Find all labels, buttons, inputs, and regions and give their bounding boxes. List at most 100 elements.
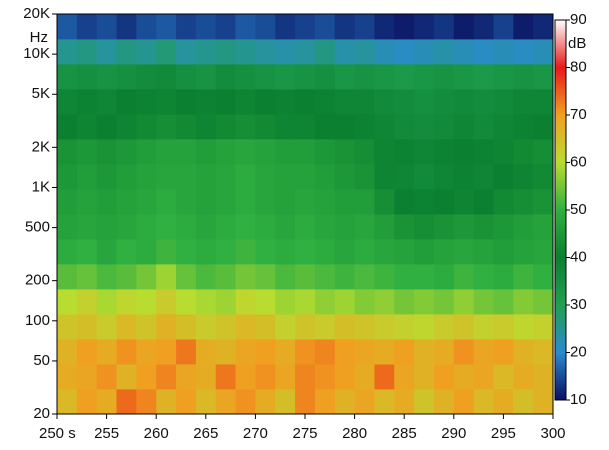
- cell: [354, 264, 375, 290]
- cell: [453, 63, 475, 90]
- x-tick-label: 265: [193, 425, 218, 442]
- cell: [176, 188, 197, 215]
- cell: [76, 138, 98, 165]
- cell: [493, 313, 514, 340]
- cell: [176, 213, 197, 240]
- cell: [275, 364, 296, 390]
- cell: [513, 63, 534, 90]
- cell: [116, 163, 137, 190]
- cell: [295, 38, 316, 65]
- x-tick-label: 290: [441, 425, 466, 442]
- cell: [295, 239, 316, 265]
- cell: [275, 239, 296, 265]
- x-tick-label: 255: [94, 425, 119, 442]
- cell: [433, 339, 455, 365]
- cell: [76, 14, 98, 40]
- cell: [176, 14, 197, 40]
- cell: [57, 38, 78, 65]
- cell: [473, 63, 494, 90]
- cell: [473, 213, 494, 240]
- cell: [314, 288, 336, 315]
- cell: [473, 38, 494, 65]
- cell: [414, 14, 435, 40]
- cell: [195, 313, 217, 340]
- cell: [76, 38, 98, 65]
- cell: [374, 288, 395, 315]
- cell: [354, 163, 375, 190]
- cell: [156, 163, 177, 190]
- cell: [255, 38, 276, 65]
- cell: [433, 38, 455, 65]
- cell: [394, 388, 415, 415]
- cell: [533, 14, 554, 40]
- cell: [176, 388, 197, 415]
- cell: [334, 163, 355, 190]
- cell: [354, 213, 375, 240]
- cell: [374, 239, 395, 265]
- cell: [295, 339, 316, 365]
- cell: [414, 264, 435, 290]
- cell: [76, 313, 98, 340]
- cell: [136, 264, 157, 290]
- cell: [493, 339, 514, 365]
- cell: [513, 339, 534, 365]
- cell: [116, 288, 137, 315]
- cell: [414, 313, 435, 340]
- cell: [473, 364, 494, 390]
- cell: [314, 88, 336, 115]
- cell: [374, 339, 395, 365]
- cell: [116, 63, 137, 90]
- cell: [176, 88, 197, 115]
- cell: [116, 313, 137, 340]
- cell: [533, 113, 554, 140]
- cell: [314, 364, 336, 390]
- cell: [215, 213, 236, 240]
- cell: [453, 38, 475, 65]
- colorbar-label: dB: [568, 35, 586, 52]
- cell: [533, 63, 554, 90]
- cell: [493, 163, 514, 190]
- cell: [533, 138, 554, 165]
- cell: [453, 264, 475, 290]
- cell: [334, 88, 355, 115]
- cell: [473, 313, 494, 340]
- cell: [473, 388, 494, 415]
- cell: [136, 313, 157, 340]
- cell: [433, 63, 455, 90]
- cell: [433, 163, 455, 190]
- cell: [96, 88, 117, 115]
- cell: [394, 264, 415, 290]
- cell: [314, 113, 336, 140]
- cell: [76, 63, 98, 90]
- cell: [473, 14, 494, 40]
- cell: [235, 239, 256, 265]
- cell: [414, 88, 435, 115]
- cell: [76, 188, 98, 215]
- cell: [235, 63, 256, 90]
- cell: [354, 188, 375, 215]
- cell: [533, 188, 554, 215]
- cell: [394, 163, 415, 190]
- colorbar-tick-label: 50: [570, 201, 587, 218]
- cell: [533, 163, 554, 190]
- cell: [96, 339, 117, 365]
- cell: [275, 188, 296, 215]
- cell: [255, 188, 276, 215]
- cell: [76, 88, 98, 115]
- cell: [136, 288, 157, 315]
- cell: [195, 38, 217, 65]
- cell: [513, 213, 534, 240]
- cell: [176, 63, 197, 90]
- cell: [96, 313, 117, 340]
- cell: [195, 138, 217, 165]
- cell: [374, 113, 395, 140]
- cell: [136, 138, 157, 165]
- cell: [195, 339, 217, 365]
- cell: [473, 239, 494, 265]
- cell: [493, 288, 514, 315]
- cell: [255, 239, 276, 265]
- cell: [295, 264, 316, 290]
- cell: [334, 213, 355, 240]
- cell: [433, 388, 455, 415]
